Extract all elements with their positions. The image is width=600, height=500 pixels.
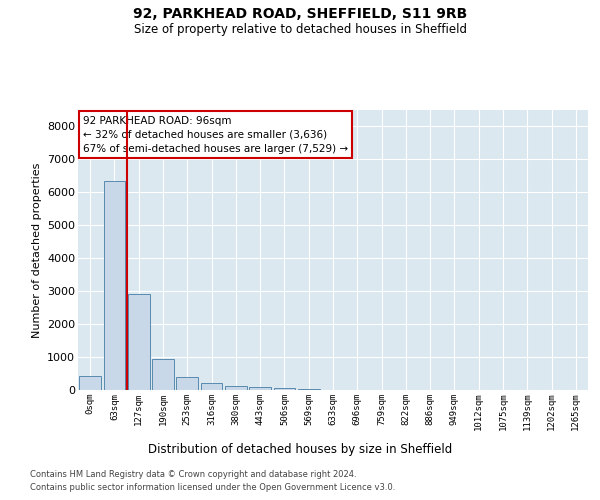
Text: Distribution of detached houses by size in Sheffield: Distribution of detached houses by size …: [148, 442, 452, 456]
Bar: [79, 376, 101, 390]
Text: Contains public sector information licensed under the Open Government Licence v3: Contains public sector information licen…: [30, 482, 395, 492]
Bar: [152, 358, 174, 390]
Bar: [249, 388, 271, 390]
Text: 92 PARKHEAD ROAD: 96sqm
← 32% of detached houses are smaller (3,636)
67% of semi: 92 PARKHEAD ROAD: 96sqm ← 32% of detache…: [83, 116, 348, 154]
Y-axis label: Number of detached properties: Number of detached properties: [32, 162, 41, 338]
Text: 92, PARKHEAD ROAD, SHEFFIELD, S11 9RB: 92, PARKHEAD ROAD, SHEFFIELD, S11 9RB: [133, 8, 467, 22]
Bar: [225, 386, 247, 390]
Bar: [176, 377, 198, 390]
Bar: [104, 181, 125, 390]
Text: Contains HM Land Registry data © Crown copyright and database right 2024.: Contains HM Land Registry data © Crown c…: [30, 470, 356, 479]
Bar: [128, 294, 149, 390]
Bar: [274, 388, 295, 390]
Bar: [200, 384, 223, 390]
Text: Size of property relative to detached houses in Sheffield: Size of property relative to detached ho…: [133, 22, 467, 36]
